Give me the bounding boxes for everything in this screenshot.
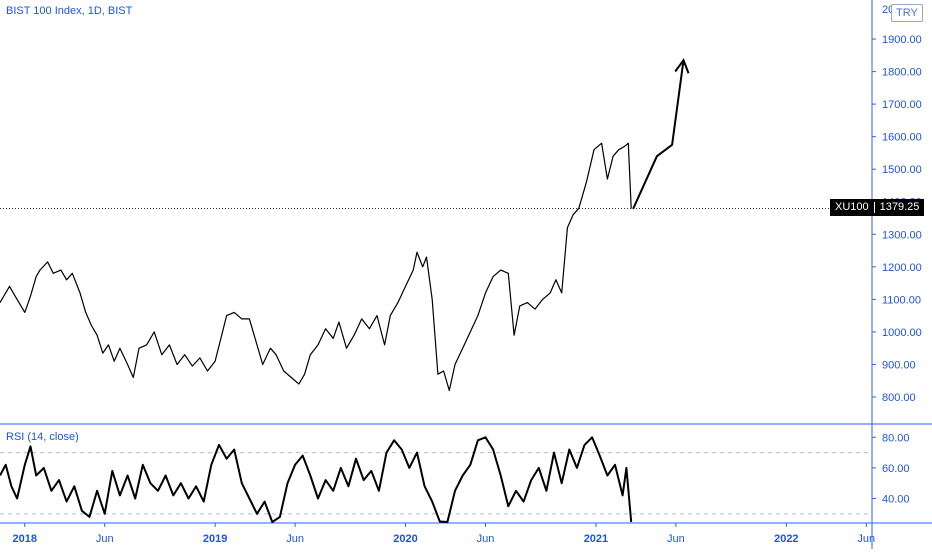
time-axis-label: Jun	[286, 533, 304, 545]
price-axis-label: 1700.00	[882, 99, 922, 111]
rsi-axis-label: 60.00	[882, 463, 910, 475]
price-axis-label: 1100.00	[882, 294, 921, 306]
price-axis-label: 1800.00	[882, 67, 922, 79]
price-badge-symbol: XU100	[835, 201, 869, 213]
time-axis-label: 2022	[774, 533, 798, 545]
price-axis-label: 1000.00	[882, 327, 922, 339]
rsi-axis-label: 40.00	[882, 494, 910, 506]
time-axis-label: Jun	[667, 533, 685, 545]
rsi-axis-label: 80.00	[882, 432, 910, 444]
price-axis-label: 900.00	[882, 359, 916, 371]
price-series-line	[0, 142, 632, 392]
projection-line	[632, 60, 685, 210]
price-badge: XU100 1379.25	[830, 199, 925, 216]
price-axis-label: 1200.00	[882, 262, 922, 274]
time-axis-label: 2019	[203, 533, 227, 545]
time-axis-label: 2021	[584, 533, 608, 545]
projection-arrowhead	[674, 58, 690, 74]
price-axis-label: 800.00	[882, 392, 916, 404]
price-axis-label: 1300.00	[882, 229, 922, 241]
price-axis-label: 1500.00	[882, 164, 922, 176]
time-axis-label: Jun	[477, 533, 495, 545]
rsi-label: RSI (14, close)	[6, 431, 79, 443]
price-axis-label: 1600.00	[882, 132, 922, 144]
time-axis-label: 2020	[393, 533, 417, 545]
chart-title: BIST 100 Index, 1D, BIST	[6, 5, 133, 17]
price-badge-value: 1379.25	[879, 201, 920, 213]
time-axis-label: Jun	[857, 533, 875, 545]
time-axis-label: Jun	[96, 533, 114, 545]
price-axis-label: 1900.00	[882, 34, 922, 46]
price-badge-divider	[873, 202, 875, 213]
time-axis-label: 2018	[13, 533, 37, 545]
currency-tag[interactable]: TRY	[891, 4, 923, 22]
rsi-series-line	[0, 436, 633, 523]
